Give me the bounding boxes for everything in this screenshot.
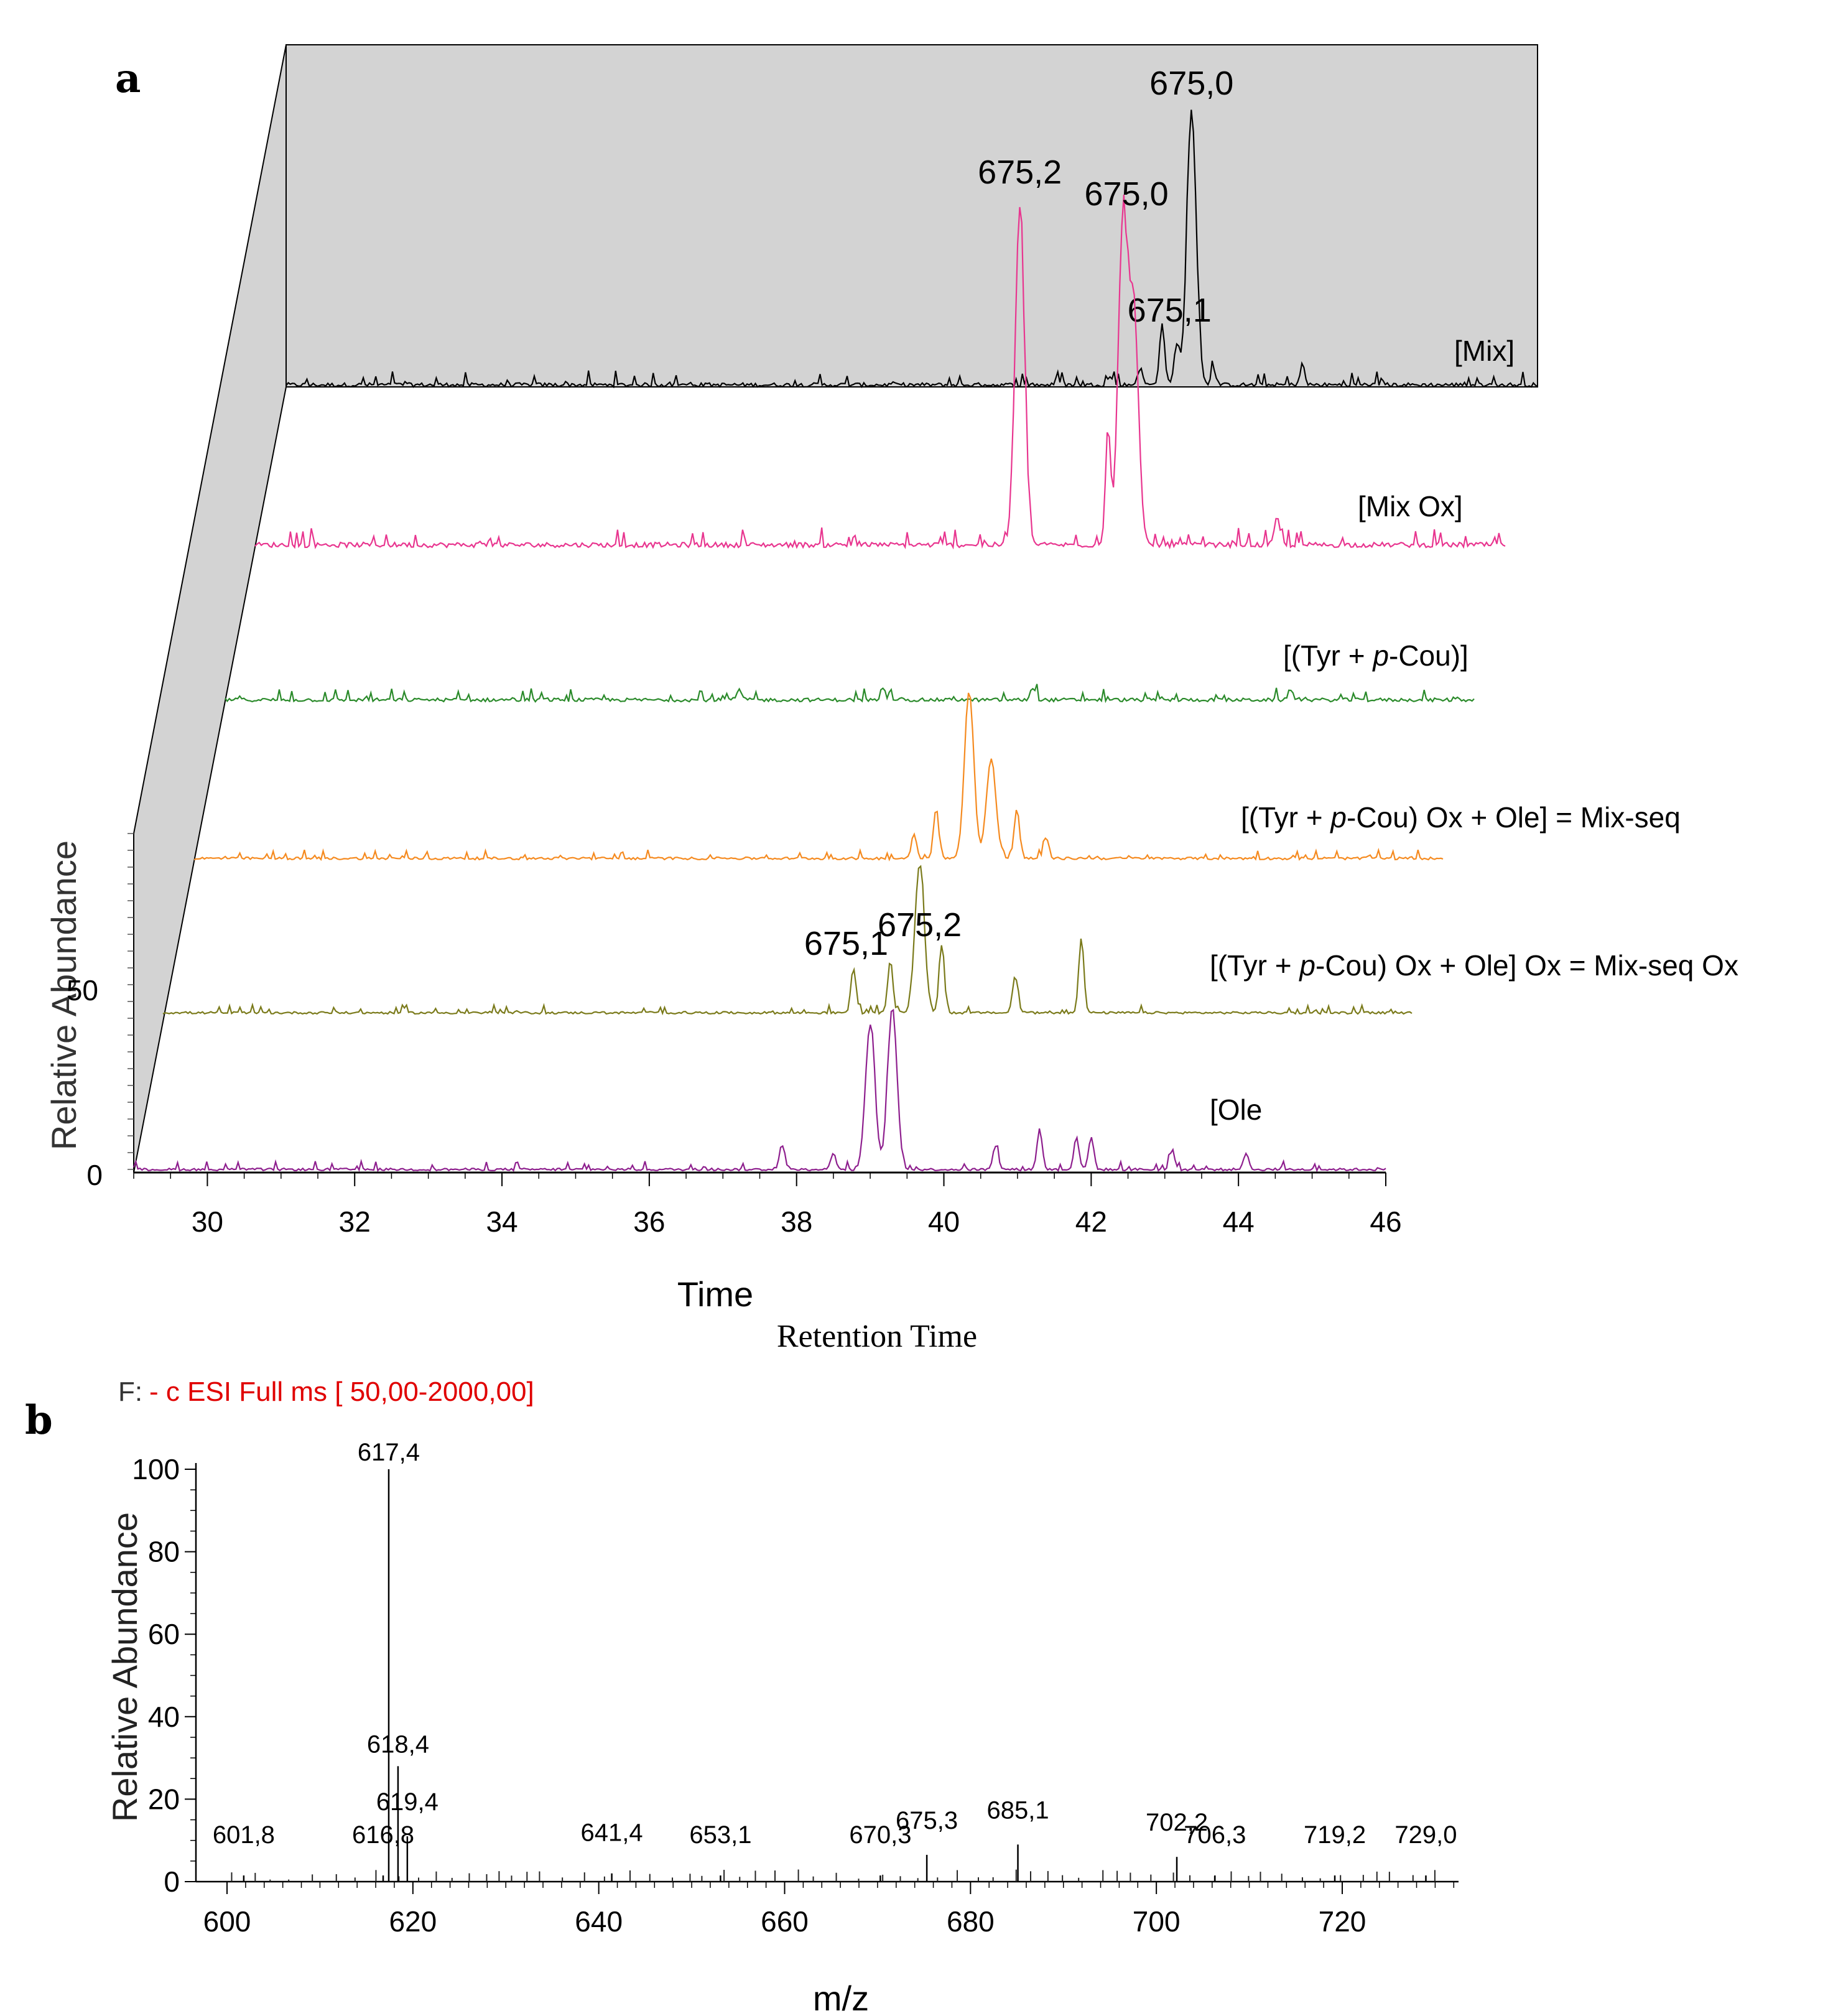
chromatogram-xtick-label: 46 [1370, 1205, 1401, 1238]
trace-label: [(Tyr + p-Cou)] [1283, 639, 1468, 672]
trace-label: [Mix] [1454, 335, 1515, 367]
chromatogram-x-ticks: 30 32 34 36 38 40 42 44 46 [133, 1173, 1402, 1238]
trace-line [193, 692, 1444, 862]
chromatogram-ytick-0: 0 [86, 1159, 103, 1191]
chromatogram-y-label: Relative Abundance [44, 840, 83, 1150]
spectrum-title-prefix: F: [118, 1377, 142, 1407]
mass-spectrum: 0 20 40 60 80 100 600 620 640 660 680 700 720 617,4 61… [132, 1439, 1459, 1938]
spectrum-peak-label: 616,8 [352, 1821, 414, 1849]
peak-label: 675,2 [878, 906, 962, 944]
chromatogram-xtick-label: 36 [633, 1205, 665, 1238]
spectrum-ytick-label: 80 [148, 1536, 180, 1568]
trace-label: [(Tyr + p-Cou) Ox + Ole] = Mix-seq [1241, 801, 1681, 834]
peak-label: 675,0 [1149, 65, 1233, 102]
spectrum-ytick-label: 20 [148, 1783, 180, 1815]
spectrum-ytick-label: 60 [148, 1618, 180, 1650]
chromatogram-x-label-2: Retention Time [777, 1319, 977, 1354]
trace-line [285, 109, 1538, 389]
chromatogram-traces: [Mix] 675,0 675,1 [Mix Ox] 675,2 675,0 [(Tyr +… [132, 65, 1738, 1173]
spectrum-x-label: m/z [813, 1979, 869, 2016]
chromatogram-xtick-label: 32 [339, 1205, 371, 1238]
spectrum-peak-label: 619,4 [376, 1788, 438, 1816]
spectrum-peak-label: 653,1 [689, 1821, 751, 1849]
chromatogram-xtick-label: 44 [1223, 1205, 1255, 1238]
spectrum-peak-label: 618,4 [367, 1730, 429, 1758]
spectrum-xtick-label: 620 [389, 1905, 437, 1938]
spectrum-ytick-label: 100 [132, 1453, 180, 1485]
side-wall [133, 44, 287, 1173]
chromatogram-xtick-label: 40 [928, 1205, 960, 1238]
spectrum-peak-label: 702,2 [1146, 1809, 1208, 1836]
trace-2: [(Tyr + p-Cou)] [225, 639, 1475, 704]
chromatogram-xtick-label: 34 [486, 1205, 517, 1238]
trace-line [254, 194, 1506, 550]
spectrum-title: - c ESI Full ms [ 50,00-2000,00] [149, 1377, 534, 1407]
chromatogram-xtick-label: 42 [1075, 1205, 1107, 1238]
spectrum-peak-label: 641,4 [581, 1819, 643, 1847]
spectrum-xtick-label: 600 [203, 1905, 251, 1938]
spectrum-ytick-label: 0 [164, 1865, 180, 1898]
back-wall [285, 44, 1538, 388]
trace-label: [(Tyr + p-Cou) Ox + Ole] Ox = Mix-seq Ox [1210, 949, 1738, 982]
spectrum-xtick-label: 720 [1319, 1905, 1366, 1938]
trace-line [225, 684, 1475, 704]
spectrum-peak-label: 675,3 [896, 1807, 958, 1834]
peak-label: 675,1 [1128, 292, 1212, 329]
peak-label: 675,0 [1085, 175, 1169, 213]
spectrum-xtick-label: 660 [761, 1905, 809, 1938]
spectrum-peak-label: 729,0 [1394, 1821, 1457, 1849]
trace-4: [(Tyr + p-Cou) Ox + Ole] Ox = Mix-seq Ox… [162, 865, 1738, 1016]
trace-1: [Mix Ox] 675,2 675,0 [254, 154, 1506, 550]
trace-line [162, 865, 1413, 1016]
side-wall-ticks [128, 833, 134, 1170]
trace-label: [Ole [1210, 1094, 1262, 1126]
chromatogram-xtick-label: 38 [781, 1205, 812, 1238]
spectrum-peak-label: 601,8 [213, 1821, 275, 1849]
chromatogram-ytick-50: 50 [67, 974, 98, 1006]
peak-label: 675,2 [978, 154, 1062, 191]
trace-3: [(Tyr + p-Cou) Ox + Ole] = Mix-seq [193, 692, 1681, 862]
spectrum-peak-label: 670,3 [849, 1821, 911, 1849]
spectrum-xtick-label: 640 [575, 1905, 623, 1938]
peak-label: 675,1 [804, 925, 888, 962]
trace-5: [Ole [132, 1008, 1386, 1173]
trace-line [132, 1008, 1386, 1173]
chromatogram-xtick-label: 30 [192, 1205, 223, 1238]
spectrum-peak-label: 719,2 [1304, 1821, 1366, 1849]
spectrum-xtick-label: 680 [947, 1905, 995, 1938]
chromatogram-x-label: Time [677, 1275, 753, 1314]
spectrum-peak-label: 706,3 [1184, 1821, 1246, 1849]
spectrum-y-label: Relative Abundance [105, 1512, 144, 1822]
panel-a-letter: a [115, 55, 141, 102]
spectrum-peak-label: 685,1 [986, 1796, 1049, 1824]
spectrum-peak-label: 617,4 [358, 1439, 420, 1466]
spectrum-ytick-label: 40 [148, 1701, 180, 1733]
trace-0: [Mix] 675,0 675,1 [285, 65, 1538, 389]
trace-label: [Mix Ox] [1358, 490, 1463, 523]
panel-b-letter: b [25, 1397, 53, 1444]
spectrum-xtick-label: 700 [1133, 1905, 1181, 1938]
